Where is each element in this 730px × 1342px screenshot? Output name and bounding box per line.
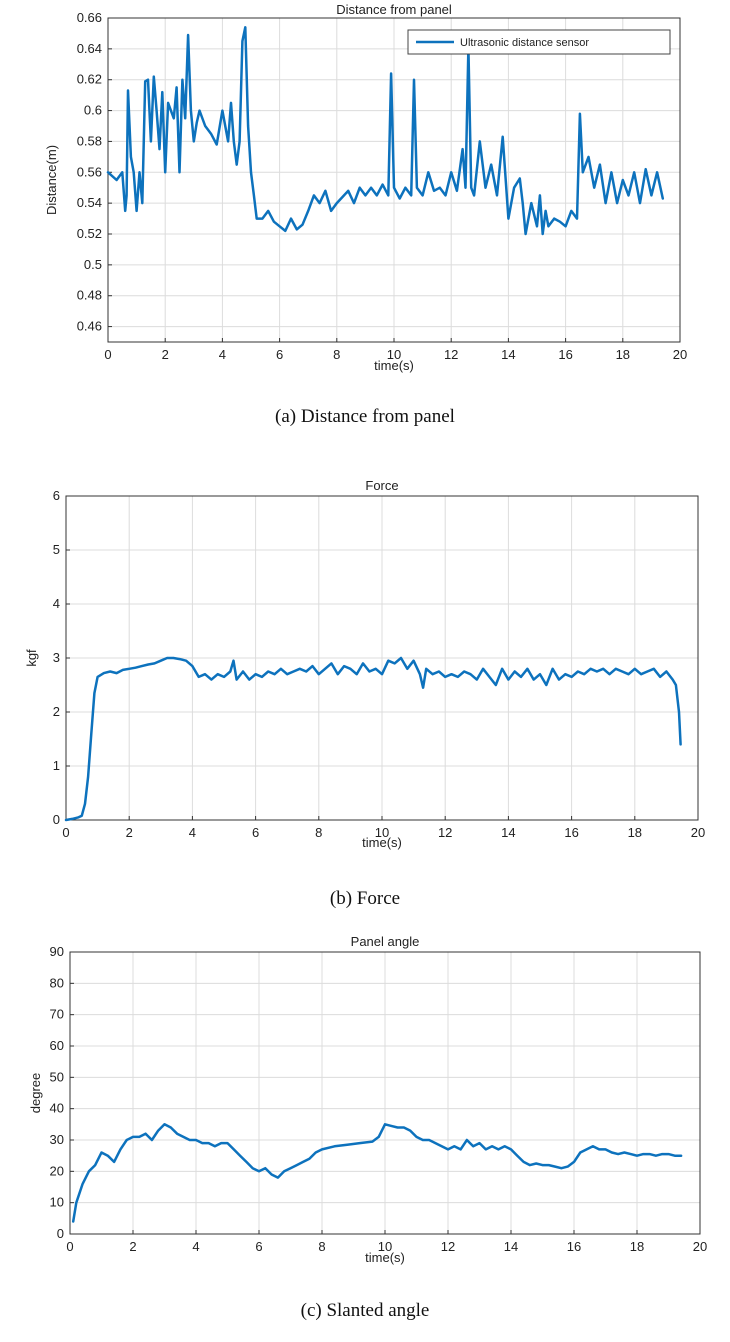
legend-entry: Ultrasonic distance sensor — [460, 37, 589, 49]
x-tick-label: 14 — [504, 1239, 518, 1254]
x-tick-label: 20 — [673, 347, 687, 362]
x-tick-label: 4 — [189, 825, 196, 840]
y-tick-label: 0.6 — [84, 103, 102, 118]
x-tick-label: 14 — [501, 347, 515, 362]
x-tick-label: 8 — [333, 347, 340, 362]
panel-angle: 0 2 4 6 8 10 12 14 16 18 20 0 10 20 30 40 50 60 70 80 90 Pane… — [0, 920, 730, 1342]
x-tick-label: 10 — [387, 347, 401, 362]
y-tick-label: 1 — [53, 758, 60, 773]
x-tick-label: 6 — [252, 825, 259, 840]
x-axis-label: time(s) — [362, 835, 402, 850]
y-tick-label: 80 — [50, 975, 64, 990]
x-tick-label: 2 — [126, 825, 133, 840]
y-tick-label: 2 — [53, 704, 60, 719]
y-tick-label: 0.66 — [77, 10, 102, 25]
x-tick-label: 16 — [567, 1239, 581, 1254]
y-tick-label: 0.48 — [77, 288, 102, 303]
y-axis-label: Distance(m) — [44, 145, 59, 215]
x-tick-label: 8 — [315, 825, 322, 840]
y-tick-label: 6 — [53, 488, 60, 503]
panel-force: 0 2 4 6 8 10 12 14 16 18 20 0 1 2 3 4 5 6 Force time(s) kgf … — [0, 460, 730, 920]
x-tick-label: 16 — [558, 347, 572, 362]
chart-title: Panel angle — [351, 934, 420, 949]
x-tick-label: 6 — [255, 1239, 262, 1254]
x-tick-label: 2 — [129, 1239, 136, 1254]
y-tick-label: 10 — [50, 1195, 64, 1210]
y-tick-label: 40 — [50, 1101, 64, 1116]
y-tick-label: 60 — [50, 1038, 64, 1053]
x-tick-label: 10 — [378, 1239, 392, 1254]
x-tick-label: 18 — [616, 347, 630, 362]
y-tick-label: 0.54 — [77, 195, 102, 210]
y-tick-label: 20 — [50, 1163, 64, 1178]
x-tick-label: 18 — [628, 825, 642, 840]
distance-chart: 0 2 4 6 8 10 12 14 16 18 20 0.46 0.48 0.5 0.52 0.54 0.56… — [44, 2, 687, 373]
caption-distance: (a) Distance from panel — [275, 406, 455, 427]
y-axis-label: degree — [28, 1073, 43, 1113]
x-tick-label: 12 — [441, 1239, 455, 1254]
y-tick-label: 0 — [57, 1226, 64, 1241]
y-tick-label: 0.62 — [77, 72, 102, 87]
x-tick-label: 4 — [219, 347, 226, 362]
y-tick-label: 3 — [53, 650, 60, 665]
y-tick-label: 0 — [53, 812, 60, 827]
chart-title: Distance from panel — [336, 2, 452, 17]
x-tick-label: 6 — [276, 347, 283, 362]
x-tick-label: 10 — [375, 825, 389, 840]
x-tick-label: 14 — [501, 825, 515, 840]
x-axis-label: time(s) — [365, 1250, 405, 1265]
x-tick-label: 0 — [104, 347, 111, 362]
y-tick-label: 0.56 — [77, 164, 102, 179]
y-axis-label: kgf — [24, 649, 39, 667]
y-tick-label: 5 — [53, 542, 60, 557]
x-tick-label: 20 — [691, 825, 705, 840]
series-line — [106, 26, 665, 236]
x-tick-label: 8 — [318, 1239, 325, 1254]
x-tick-label: 0 — [62, 825, 69, 840]
y-tick-label: 4 — [53, 596, 60, 611]
x-tick-label: 12 — [438, 825, 452, 840]
y-tick-label: 0.58 — [77, 133, 102, 148]
x-tick-label: 16 — [564, 825, 578, 840]
panel-distance: 0 2 4 6 8 10 12 14 16 18 20 0.46 0.48 0.5 0.52 0.54 0.56… — [0, 0, 730, 460]
y-tick-label: 0.52 — [77, 226, 102, 241]
y-tick-label: 0.64 — [77, 41, 102, 56]
x-tick-label: 20 — [693, 1239, 707, 1254]
y-tick-label: 90 — [50, 944, 64, 959]
caption-force: (b) Force — [329, 888, 401, 909]
y-tick-label: 70 — [50, 1007, 64, 1022]
chart-title: Force — [365, 478, 398, 493]
series-line — [64, 656, 682, 822]
y-tick-label: 0.5 — [84, 257, 102, 272]
y-tick-label: 30 — [50, 1132, 64, 1147]
series-line — [71, 1123, 683, 1223]
x-tick-label: 18 — [630, 1239, 644, 1254]
angle-chart: 0 2 4 6 8 10 12 14 16 18 20 0 10 20 30 40 50 60 70 80 90 Pane… — [28, 934, 707, 1265]
caption-angle: (c) Slanted angle — [300, 1300, 430, 1321]
y-tick-label: 0.46 — [77, 319, 102, 334]
y-tick-label: 50 — [50, 1069, 64, 1084]
x-tick-label: 12 — [444, 347, 458, 362]
x-tick-label: 2 — [162, 347, 169, 362]
x-axis-label: time(s) — [374, 358, 414, 373]
x-tick-label: 0 — [66, 1239, 73, 1254]
x-tick-label: 4 — [192, 1239, 199, 1254]
